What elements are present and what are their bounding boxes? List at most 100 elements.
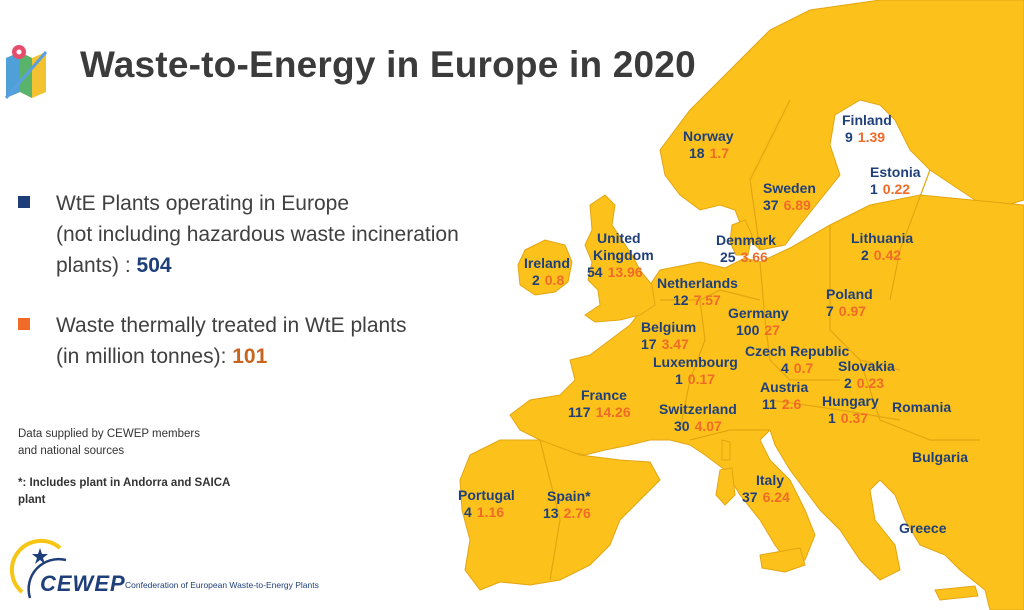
country-lithuania: Lithuania 2 0.42 bbox=[851, 230, 913, 264]
tonnes-value: 1.7 bbox=[709, 145, 730, 161]
country-germany: Germany 100 27 bbox=[728, 305, 789, 339]
land-crete bbox=[934, 585, 979, 601]
tonnes-value: 6.89 bbox=[783, 197, 811, 213]
tonnes-value: 2.76 bbox=[563, 505, 591, 521]
plants-value: 7 bbox=[826, 303, 834, 319]
country-name: Luxembourg bbox=[653, 354, 738, 370]
footnote: *: Includes plant in Andorra and SAICA p… bbox=[18, 475, 230, 509]
plants-value: 17 bbox=[641, 336, 657, 352]
tonnes-value: 0.97 bbox=[838, 303, 867, 319]
tonnes-value: 3.47 bbox=[661, 336, 689, 352]
country-bulgaria: Bulgaria bbox=[912, 449, 968, 466]
country-name: Hungary bbox=[822, 393, 879, 409]
orange-square-icon bbox=[18, 318, 30, 330]
country-hungary: Hungary 1 0.37 bbox=[822, 393, 879, 427]
country-czech-republic: Czech Republic 4 0.7 bbox=[745, 343, 849, 377]
country-name: Finland bbox=[842, 112, 892, 128]
country-spain: Spain* 13 2.76 bbox=[543, 488, 591, 522]
country-france: France 117 14.26 bbox=[568, 387, 631, 421]
country-name: Slovakia bbox=[838, 358, 895, 374]
footnote-line2: plant bbox=[18, 494, 46, 506]
country-united-kingdom: United Kingdom 54 13.96 bbox=[587, 230, 654, 281]
tonnes-value: 7.57 bbox=[693, 292, 721, 308]
country-name: Estonia bbox=[870, 164, 921, 180]
plants-value: 1 bbox=[870, 181, 878, 197]
country-name: Greece bbox=[899, 520, 947, 536]
plants-value: 1 bbox=[828, 410, 836, 426]
country-austria: Austria 11 2.6 bbox=[760, 379, 808, 413]
legend-plants-line1: WtE Plants operating in Europe bbox=[56, 192, 349, 215]
tonnes-value: 0.37 bbox=[840, 410, 869, 426]
plants-value: 2 bbox=[844, 375, 852, 391]
page-title: Waste-to-Energy in Europe in 2020 bbox=[80, 44, 696, 85]
plants-value: 30 bbox=[674, 418, 690, 434]
country-name: Ireland bbox=[524, 255, 570, 271]
country-slovakia: Slovakia 2 0.23 bbox=[838, 358, 895, 392]
country-finland: Finland 9 1.39 bbox=[842, 112, 892, 146]
source-note: Data supplied by CEWEP members and natio… bbox=[18, 426, 200, 460]
country-name: Czech Republic bbox=[745, 343, 850, 359]
plants-value: 4 bbox=[781, 360, 789, 376]
source-note-line1: Data supplied by CEWEP members bbox=[18, 428, 200, 440]
country-italy: Italy 37 6.24 bbox=[742, 472, 790, 506]
country-poland: Poland 7 0.97 bbox=[826, 286, 873, 320]
land-ireland bbox=[517, 239, 573, 296]
country-portugal: Portugal 4 1.16 bbox=[458, 487, 515, 521]
plants-value: 37 bbox=[763, 197, 779, 213]
country-switzerland: Switzerland 30 4.07 bbox=[659, 401, 737, 435]
country-name: Germany bbox=[728, 305, 789, 321]
country-name: Netherlands bbox=[657, 275, 738, 291]
tonnes-value: 13.96 bbox=[607, 264, 643, 280]
country-name: Portugal bbox=[458, 487, 515, 503]
country-name: Spain* bbox=[547, 488, 591, 504]
country-belgium: Belgium 17 3.47 bbox=[641, 319, 696, 353]
country-name-line1: United bbox=[597, 230, 641, 246]
country-romania: Romania bbox=[892, 399, 951, 416]
country-name: Romania bbox=[892, 399, 952, 415]
tonnes-value: 6.24 bbox=[762, 489, 790, 505]
country-name: Austria bbox=[760, 379, 809, 395]
country-denmark: Denmark 25 3.66 bbox=[716, 232, 776, 266]
country-name: Italy bbox=[756, 472, 785, 488]
land-continent bbox=[509, 194, 1024, 610]
total-plants-value: 504 bbox=[136, 254, 172, 277]
country-name: Lithuania bbox=[851, 230, 914, 246]
blue-square-icon bbox=[18, 196, 30, 208]
tonnes-value: 3.66 bbox=[740, 249, 768, 265]
tonnes-value: 0.23 bbox=[856, 375, 885, 391]
country-luxembourg: Luxembourg 1 0.17 bbox=[653, 354, 738, 388]
country-name: Bulgaria bbox=[912, 449, 969, 465]
land-sardinia bbox=[715, 467, 736, 506]
legend-plants-line2: (not including hazardous waste incinerat… bbox=[56, 223, 459, 246]
legend-plants-line3: plants) : bbox=[56, 254, 137, 277]
source-note-line2: and national sources bbox=[18, 445, 125, 457]
country-greece: Greece bbox=[899, 520, 946, 537]
tonnes-value: 1.39 bbox=[857, 129, 886, 145]
plants-value: 100 bbox=[736, 322, 760, 338]
plants-value: 9 bbox=[845, 129, 853, 145]
tonnes-value: 14.26 bbox=[595, 404, 631, 420]
country-name: Belgium bbox=[641, 319, 697, 335]
country-estonia: Estonia 1 0.22 bbox=[870, 164, 921, 198]
plants-value: 1 bbox=[675, 371, 683, 387]
country-ireland: Ireland 2 0.8 bbox=[524, 255, 570, 289]
plants-value: 4 bbox=[464, 504, 472, 520]
land-sicily bbox=[759, 547, 806, 573]
tonnes-value: 4.07 bbox=[694, 418, 722, 434]
cewep-star-arc-icon bbox=[9, 538, 67, 599]
legend-tonnes-line2: (in million tonnes): bbox=[56, 345, 233, 368]
tonnes-value: 1.16 bbox=[476, 504, 505, 520]
plants-value: 18 bbox=[689, 145, 705, 161]
country-netherlands: Netherlands 12 7.57 bbox=[657, 275, 738, 309]
tonnes-value: 0.7 bbox=[793, 360, 814, 376]
land-denmark bbox=[729, 219, 753, 256]
country-name: Denmark bbox=[716, 232, 776, 248]
plants-value: 11 bbox=[762, 396, 777, 412]
tonnes-value: 0.17 bbox=[687, 371, 716, 387]
tonnes-value: 0.8 bbox=[544, 272, 565, 288]
country-name: Poland bbox=[826, 286, 873, 302]
logo-subtitle: Confederation of European Waste-to-Energ… bbox=[125, 580, 319, 590]
logo-name: CEWEP bbox=[40, 571, 126, 596]
land-iberia bbox=[459, 439, 661, 591]
